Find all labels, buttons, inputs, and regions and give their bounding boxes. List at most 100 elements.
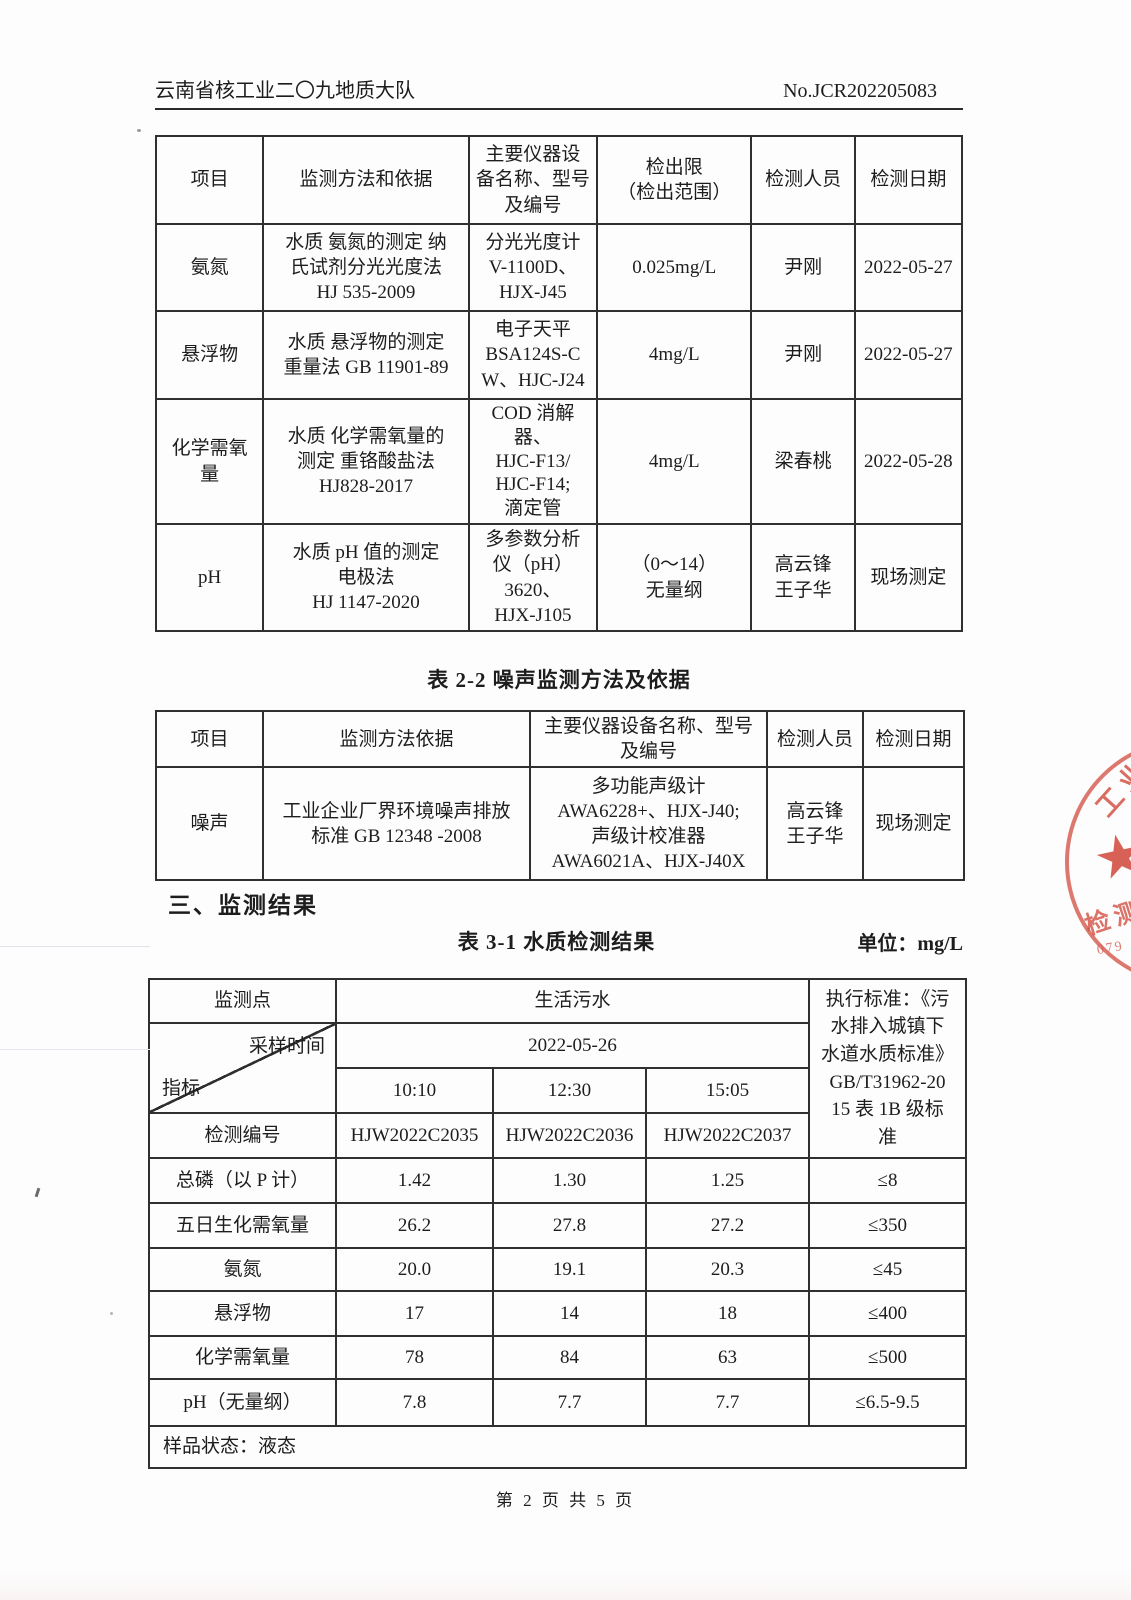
table-row: 监测点 生活污水 执行标准：《污 水排入城镇下 水道水质标准》 GB/T3196… [148,978,968,1159]
value-cell: 20.0 [335,1247,494,1292]
scan-artifact-line [0,946,150,947]
section-heading: 三、监测结果 [168,893,318,918]
table-cell: 电子天平 BSA124S-C W、HJC-J24 [467,310,599,400]
row-header: 化学需氧量 [148,1335,337,1380]
row-header: 氨氮 [148,1247,337,1292]
value-cell: 1.30 [492,1157,647,1204]
diagonal-header-cell: 采样时间 指标 [148,1022,337,1114]
column-header: 检测人员 [750,135,856,225]
table-row: 五日生化需氧量 26.2 27.8 27.2 ≤350 [148,1202,968,1249]
table2-caption: 表 2-2 噪声监测方法及依据 [427,668,691,692]
scan-speck [34,1187,41,1198]
standard-cell: ≤45 [808,1247,968,1292]
table-cell: 2022-05-27 [853,223,964,312]
table-cell: 氨氮 [154,223,265,312]
value-cell: 63 [644,1335,811,1380]
column-header: 检测日期 [862,709,965,769]
page-header: 云南省核工业二〇九地质大队 No.JCR202205083 [155,74,963,110]
table-header-row: 项目 监测方法和依据 主要仪器设 备名称、型号 及编号 检出限 （检出范围） 检… [154,135,964,225]
table-row: 总磷（以 P 计） 1.42 1.30 1.25 ≤8 [148,1157,968,1204]
table3-unit-label: 单位：mg/L [857,933,963,955]
table-cell: 生活污水 [334,978,811,1024]
scan-speck [110,1312,113,1315]
standard-cell: ≤8 [808,1157,968,1204]
column-header: 监测方法依据 [262,709,531,769]
sample-code-cell: HJW2022C2037 [644,1112,811,1159]
page-number: 第 2 页 共 5 页 [495,1491,636,1510]
sample-state-cell: 样品状态：液态 [147,1425,968,1469]
value-cell: 84 [492,1335,647,1380]
table-cell: 多参数分析 仪（pH） 3620、 HJX-J105 [467,523,599,632]
table-cell: 尹刚 [750,310,856,400]
standard-cell: ≤500 [808,1335,968,1380]
row-header: 五日生化需氧量 [148,1202,337,1249]
table-row: 化学需氧量 78 84 63 ≤500 [148,1335,968,1380]
value-cell: 27.8 [492,1202,647,1249]
row-header: 检测编号 [148,1112,337,1159]
value-cell: 17 [335,1290,494,1337]
value-cell: 7.8 [335,1378,494,1427]
header-doc-number: No.JCR202205083 [783,80,937,102]
table-cell: 梁春桃 [750,398,856,525]
row-header: 总磷（以 P 计） [148,1157,337,1204]
value-cell: 27.2 [644,1202,811,1249]
table-cell: pH [154,523,265,632]
column-header: 检测人员 [766,709,864,769]
column-header: 主要仪器设备名称、型号 及编号 [529,709,768,769]
header-organization: 云南省核工业二〇九地质大队 [155,80,415,102]
sample-code-cell: HJW2022C2036 [492,1112,647,1159]
table-cell: 分光光度计 V-1100D、 HJX-J45 [467,223,599,312]
value-cell: 19.1 [492,1247,647,1292]
sample-code-cell: HJW2022C2035 [335,1112,494,1159]
table-cell: 多功能声级计 AWA6228+、HJX-J40; 声级计校准器 AWA6021A… [529,766,768,882]
standard-cell: ≤6.5-9.5 [808,1378,968,1427]
table-header-row: 项目 监测方法依据 主要仪器设备名称、型号 及编号 检测人员 检测日期 [155,709,965,769]
value-cell: 26.2 [335,1202,494,1249]
table-row: 悬浮物 水质 悬浮物的测定 重量法 GB 11901-89 电子天平 BSA12… [154,310,964,400]
table-cell: 4mg/L [596,310,753,400]
column-header: 主要仪器设 备名称、型号 及编号 [467,135,599,225]
stamp-text-top: 工业 [1089,751,1131,823]
table-cell: 水质 悬浮物的测定 重量法 GB 11901-89 [262,310,470,400]
column-header: 检出限 （检出范围） [596,135,753,225]
table-cell: 噪声 [155,766,264,882]
stamp-digits: 079 [1095,938,1125,959]
table-row: pH 水质 pH 值的测定 电极法 HJ 1147-2020 多参数分析 仪（p… [154,523,964,632]
value-cell: 20.3 [644,1247,811,1292]
value-cell: 1.42 [335,1157,494,1204]
value-cell: 18 [644,1290,811,1337]
table-row: 检测编号 HJW2022C2035 HJW2022C2036 HJW2022C2… [148,1112,966,1159]
table-cell: 水质 化学需氧量的 测定 重铬酸盐法 HJ828-2017 [262,398,470,525]
row-header: pH（无量纲） [148,1378,337,1427]
table-row: 10:10 12:30 15:05 [149,1067,966,1114]
table-cell: 高云锋 王子华 [766,766,864,882]
column-header: 检测日期 [853,135,964,225]
noise-methods-table: 项目 监测方法依据 主要仪器设备名称、型号 及编号 检测人员 检测日期 噪声 工… [155,709,965,882]
column-header: 监测方法和依据 [262,135,470,225]
table-cell: 工业企业厂界环境噪声排放 标准 GB 12348 -2008 [262,766,531,882]
table-cell: COD 消解 器、 HJC-F13/ HJC-F14; 滴定管 [467,398,599,525]
diagonal-label-top: 采样时间 [248,1036,325,1057]
table-row: 噪声 工业企业厂界环境噪声排放 标准 GB 12348 -2008 多功能声级计… [155,766,965,882]
table-cell: （0～14） 无量纲 [596,523,753,632]
value-cell: 7.7 [492,1378,647,1427]
table-cell: 现场测定 [853,523,964,632]
column-header: 项目 [154,135,265,225]
table-row: 采样时间 指标 2022-05-26 [148,1022,966,1114]
table-cell: 高云锋 王子华 [750,523,856,632]
stamp-text-bottom: 检测 [1082,896,1131,941]
table-row: 化学需氧 量 水质 化学需氧量的 测定 重铬酸盐法 HJ828-2017 COD… [154,398,964,525]
column-header: 项目 [155,709,264,769]
star-icon: ★ [1087,819,1131,894]
value-cell: 14 [492,1290,647,1337]
row-header: 悬浮物 [148,1290,337,1337]
table-cell: 化学需氧 量 [154,398,265,525]
sample-time-cell: 12:30 [492,1067,647,1114]
scan-speck [137,129,141,132]
table-row: 样品状态：液态 [147,1425,968,1469]
sample-date-cell: 2022-05-26 [334,1022,811,1069]
table3-caption-row: 表 3-1 水质检测结果 单位：mg/L [148,926,965,956]
table-row: 悬浮物 17 14 18 ≤400 [148,1290,968,1337]
standard-cell: ≤400 [808,1290,968,1337]
